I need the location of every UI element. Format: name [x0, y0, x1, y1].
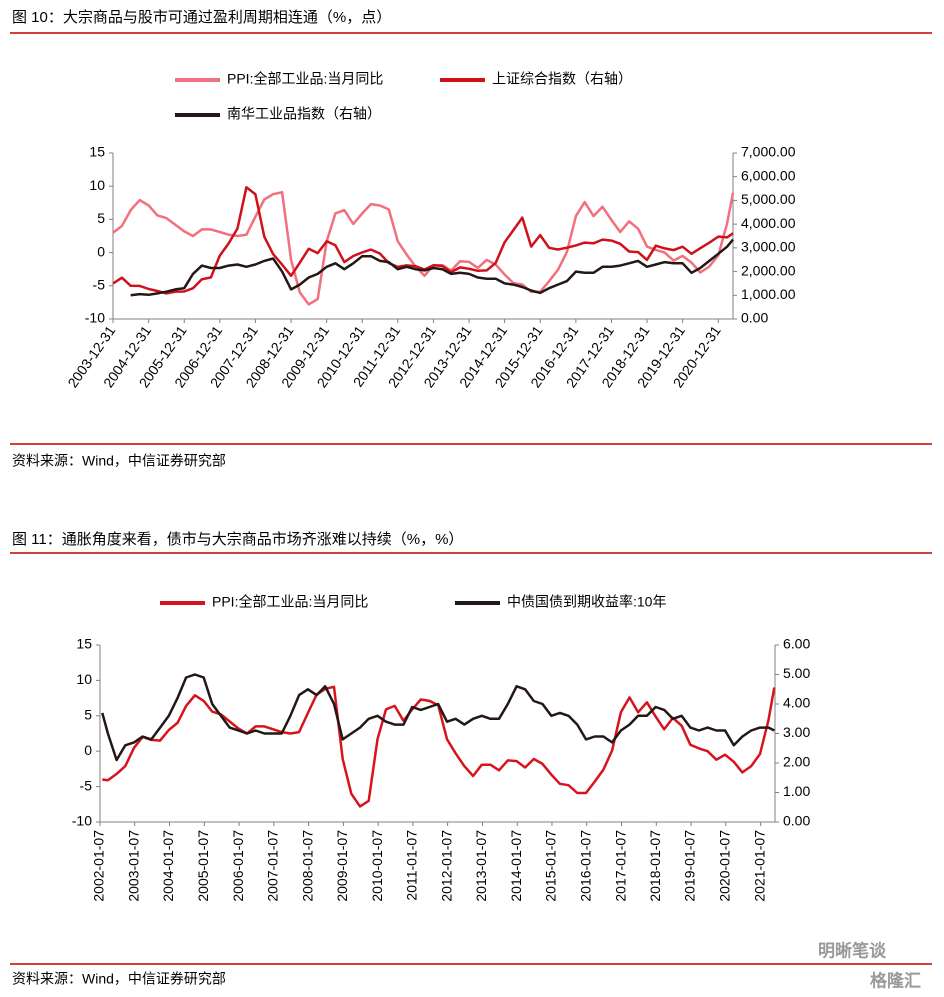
y2-tick-label: 5,000.00 — [741, 191, 796, 207]
x-tick-label: 2002-01-07 — [91, 830, 107, 902]
watermark: 格隆汇 — [870, 970, 921, 990]
x-tick-label: 2003-01-07 — [125, 830, 141, 902]
y2-tick-label: 1,000.00 — [741, 286, 796, 302]
y2-tick-label: 7,000.00 — [741, 144, 796, 160]
x-tick-label: 2020-01-07 — [716, 830, 732, 902]
y-tick-label: 0 — [97, 243, 105, 259]
x-tick-label: 2017-01-07 — [612, 830, 628, 902]
y2-tick-label: 5.00 — [783, 665, 810, 681]
y-tick-label: 5 — [97, 210, 105, 226]
series-line — [130, 238, 734, 297]
y2-tick-label: 6.00 — [783, 636, 810, 652]
y2-tick-label: 6,000.00 — [741, 167, 796, 183]
legend-label: 中债国债到期收益率:10年 — [507, 594, 666, 610]
x-tick-label: 2012-01-07 — [438, 830, 454, 902]
y2-tick-label: 1.00 — [783, 783, 810, 799]
series-line — [112, 190, 735, 306]
y2-tick-label: 2.00 — [783, 754, 810, 770]
y-tick-label: 10 — [76, 671, 92, 687]
legend-label: 南华工业品指数（右轴） — [227, 106, 381, 122]
y2-tick-label: 4.00 — [783, 695, 810, 711]
y2-tick-label: 3.00 — [783, 724, 810, 740]
y2-tick-label: 0.00 — [741, 310, 768, 326]
x-tick-label: 2004-01-07 — [160, 830, 176, 902]
x-tick-label: 2010-01-07 — [369, 830, 385, 902]
source-note: 资料来源：Wind，中信证券研究部 — [12, 971, 226, 987]
y2-tick-label: 0.00 — [783, 813, 810, 829]
x-tick-label: 2008-01-07 — [299, 830, 315, 902]
series-line — [112, 186, 734, 295]
x-tick-label: 2015-01-07 — [543, 830, 559, 902]
y-tick-label: 15 — [76, 636, 92, 652]
source-note: 资料来源：Wind，中信证券研究部 — [12, 453, 226, 469]
y2-tick-label: 3,000.00 — [741, 239, 796, 255]
x-tick-label: 2016-01-07 — [577, 830, 593, 902]
y2-tick-label: 2,000.00 — [741, 262, 796, 278]
y-tick-label: 15 — [89, 144, 105, 160]
y-tick-label: -10 — [85, 310, 105, 326]
x-tick-label: 2007-01-07 — [265, 830, 281, 902]
x-tick-label: 2019-01-07 — [682, 830, 698, 902]
legend-label: PPI:全部工业品:当月同比 — [227, 71, 383, 87]
y-tick-label: 10 — [89, 177, 105, 193]
x-tick-label: 2021-01-07 — [751, 830, 767, 902]
series-line — [101, 673, 775, 762]
y-tick-label: -5 — [80, 777, 93, 793]
x-tick-label: 2005-01-07 — [195, 830, 211, 902]
chart-title: 图 11：通胀角度来看，债市与大宗商品市场齐涨难以持续（%，%） — [12, 530, 463, 548]
legend-label: 上证综合指数（右轴） — [492, 71, 632, 87]
y2-tick-label: 4,000.00 — [741, 215, 796, 231]
chart-title: 图 10：大宗商品与股市可通过盈利周期相连通（%，点） — [12, 8, 391, 26]
y-tick-label: -5 — [93, 277, 106, 293]
y-tick-label: -10 — [72, 813, 92, 829]
x-tick-label: 2011-01-07 — [404, 830, 420, 901]
x-tick-label: 2018-01-07 — [647, 830, 663, 902]
y-tick-label: 0 — [84, 742, 92, 758]
x-tick-label: 2006-01-07 — [230, 830, 246, 902]
legend-label: PPI:全部工业品:当月同比 — [212, 594, 368, 610]
x-tick-label: 2013-01-07 — [473, 830, 489, 902]
y-tick-label: 5 — [84, 707, 92, 723]
watermark: 明晰笔谈 — [818, 940, 887, 960]
x-tick-label: 2014-01-07 — [508, 830, 524, 902]
x-tick-label: 2009-01-07 — [334, 830, 350, 902]
